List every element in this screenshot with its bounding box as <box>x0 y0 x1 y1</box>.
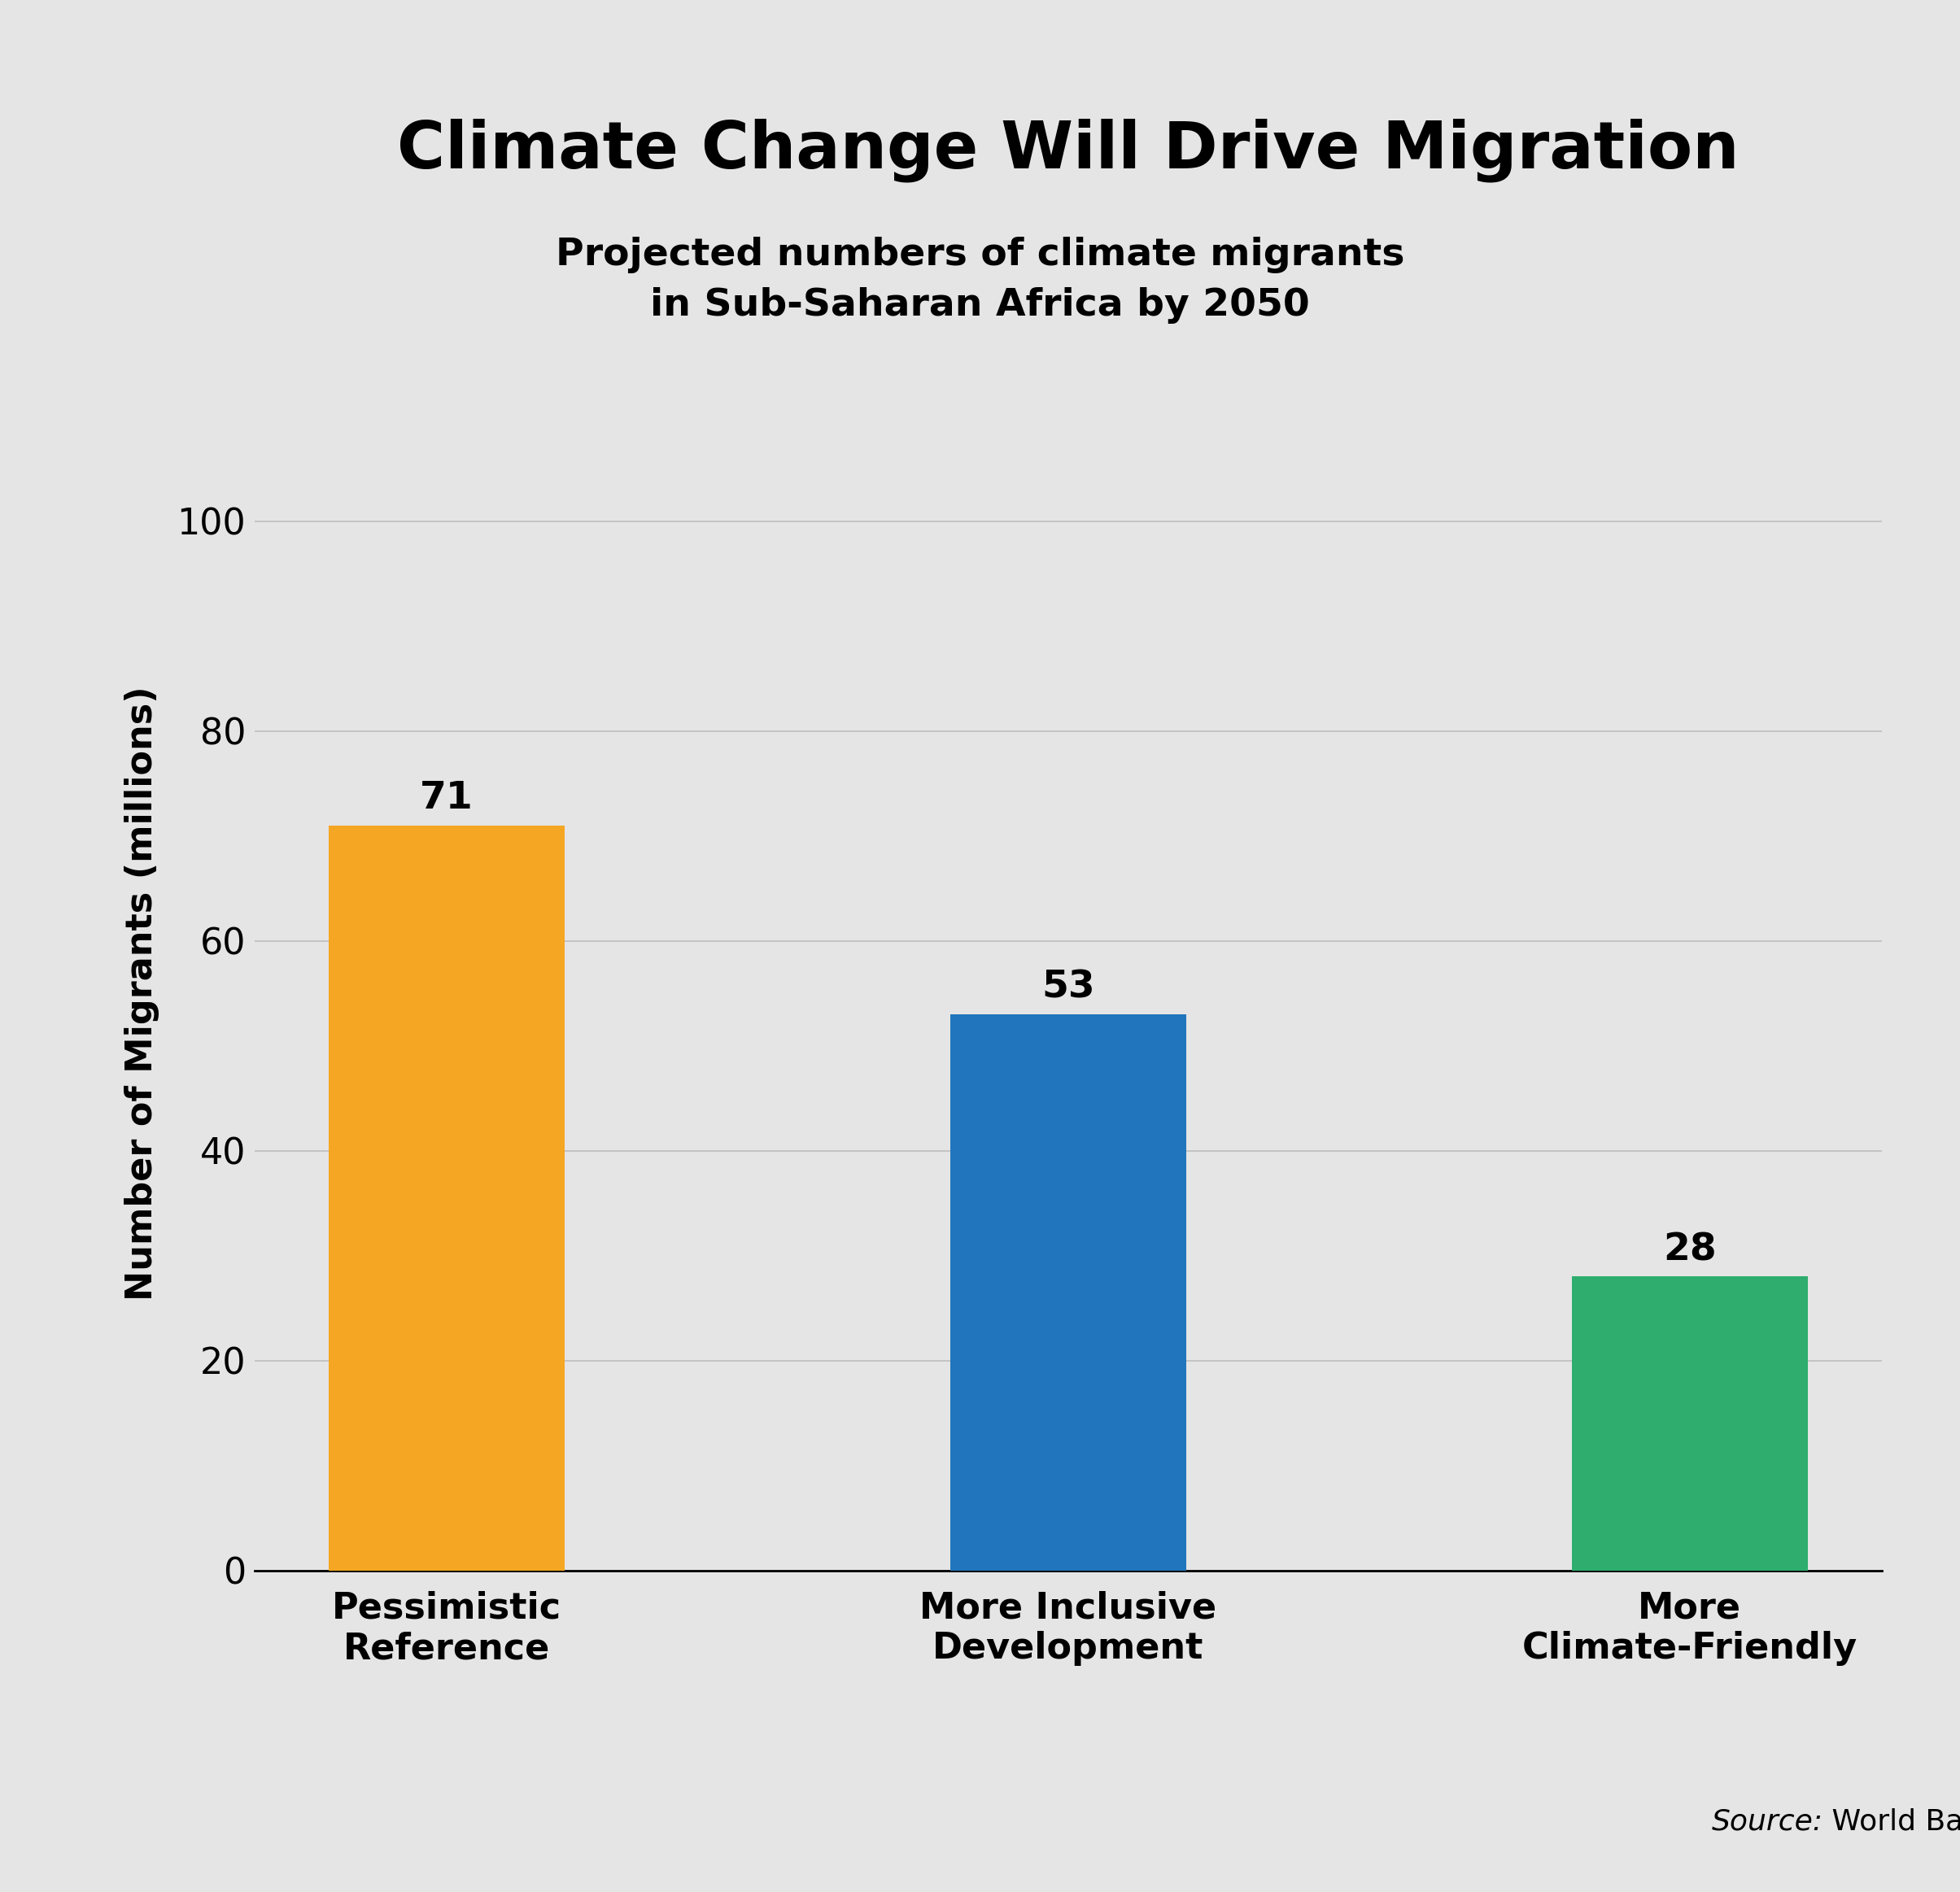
Bar <box>329 825 564 1570</box>
Bar <box>1572 1277 1807 1570</box>
Text: 28: 28 <box>1662 1232 1717 1268</box>
Text: Source:: Source: <box>1711 1807 1823 1835</box>
Title: Climate Change Will Drive Migration: Climate Change Will Drive Migration <box>398 117 1739 182</box>
Text: World Bank: World Bank <box>1823 1807 1960 1835</box>
Y-axis label: Number of Migrants (millions): Number of Migrants (millions) <box>125 687 161 1300</box>
Text: 71: 71 <box>419 780 474 817</box>
Bar <box>951 1014 1186 1570</box>
Text: 53: 53 <box>1041 969 1096 1007</box>
Text: Projected numbers of climate migrants
in Sub-Saharan Africa by 2050: Projected numbers of climate migrants in… <box>555 236 1405 324</box>
